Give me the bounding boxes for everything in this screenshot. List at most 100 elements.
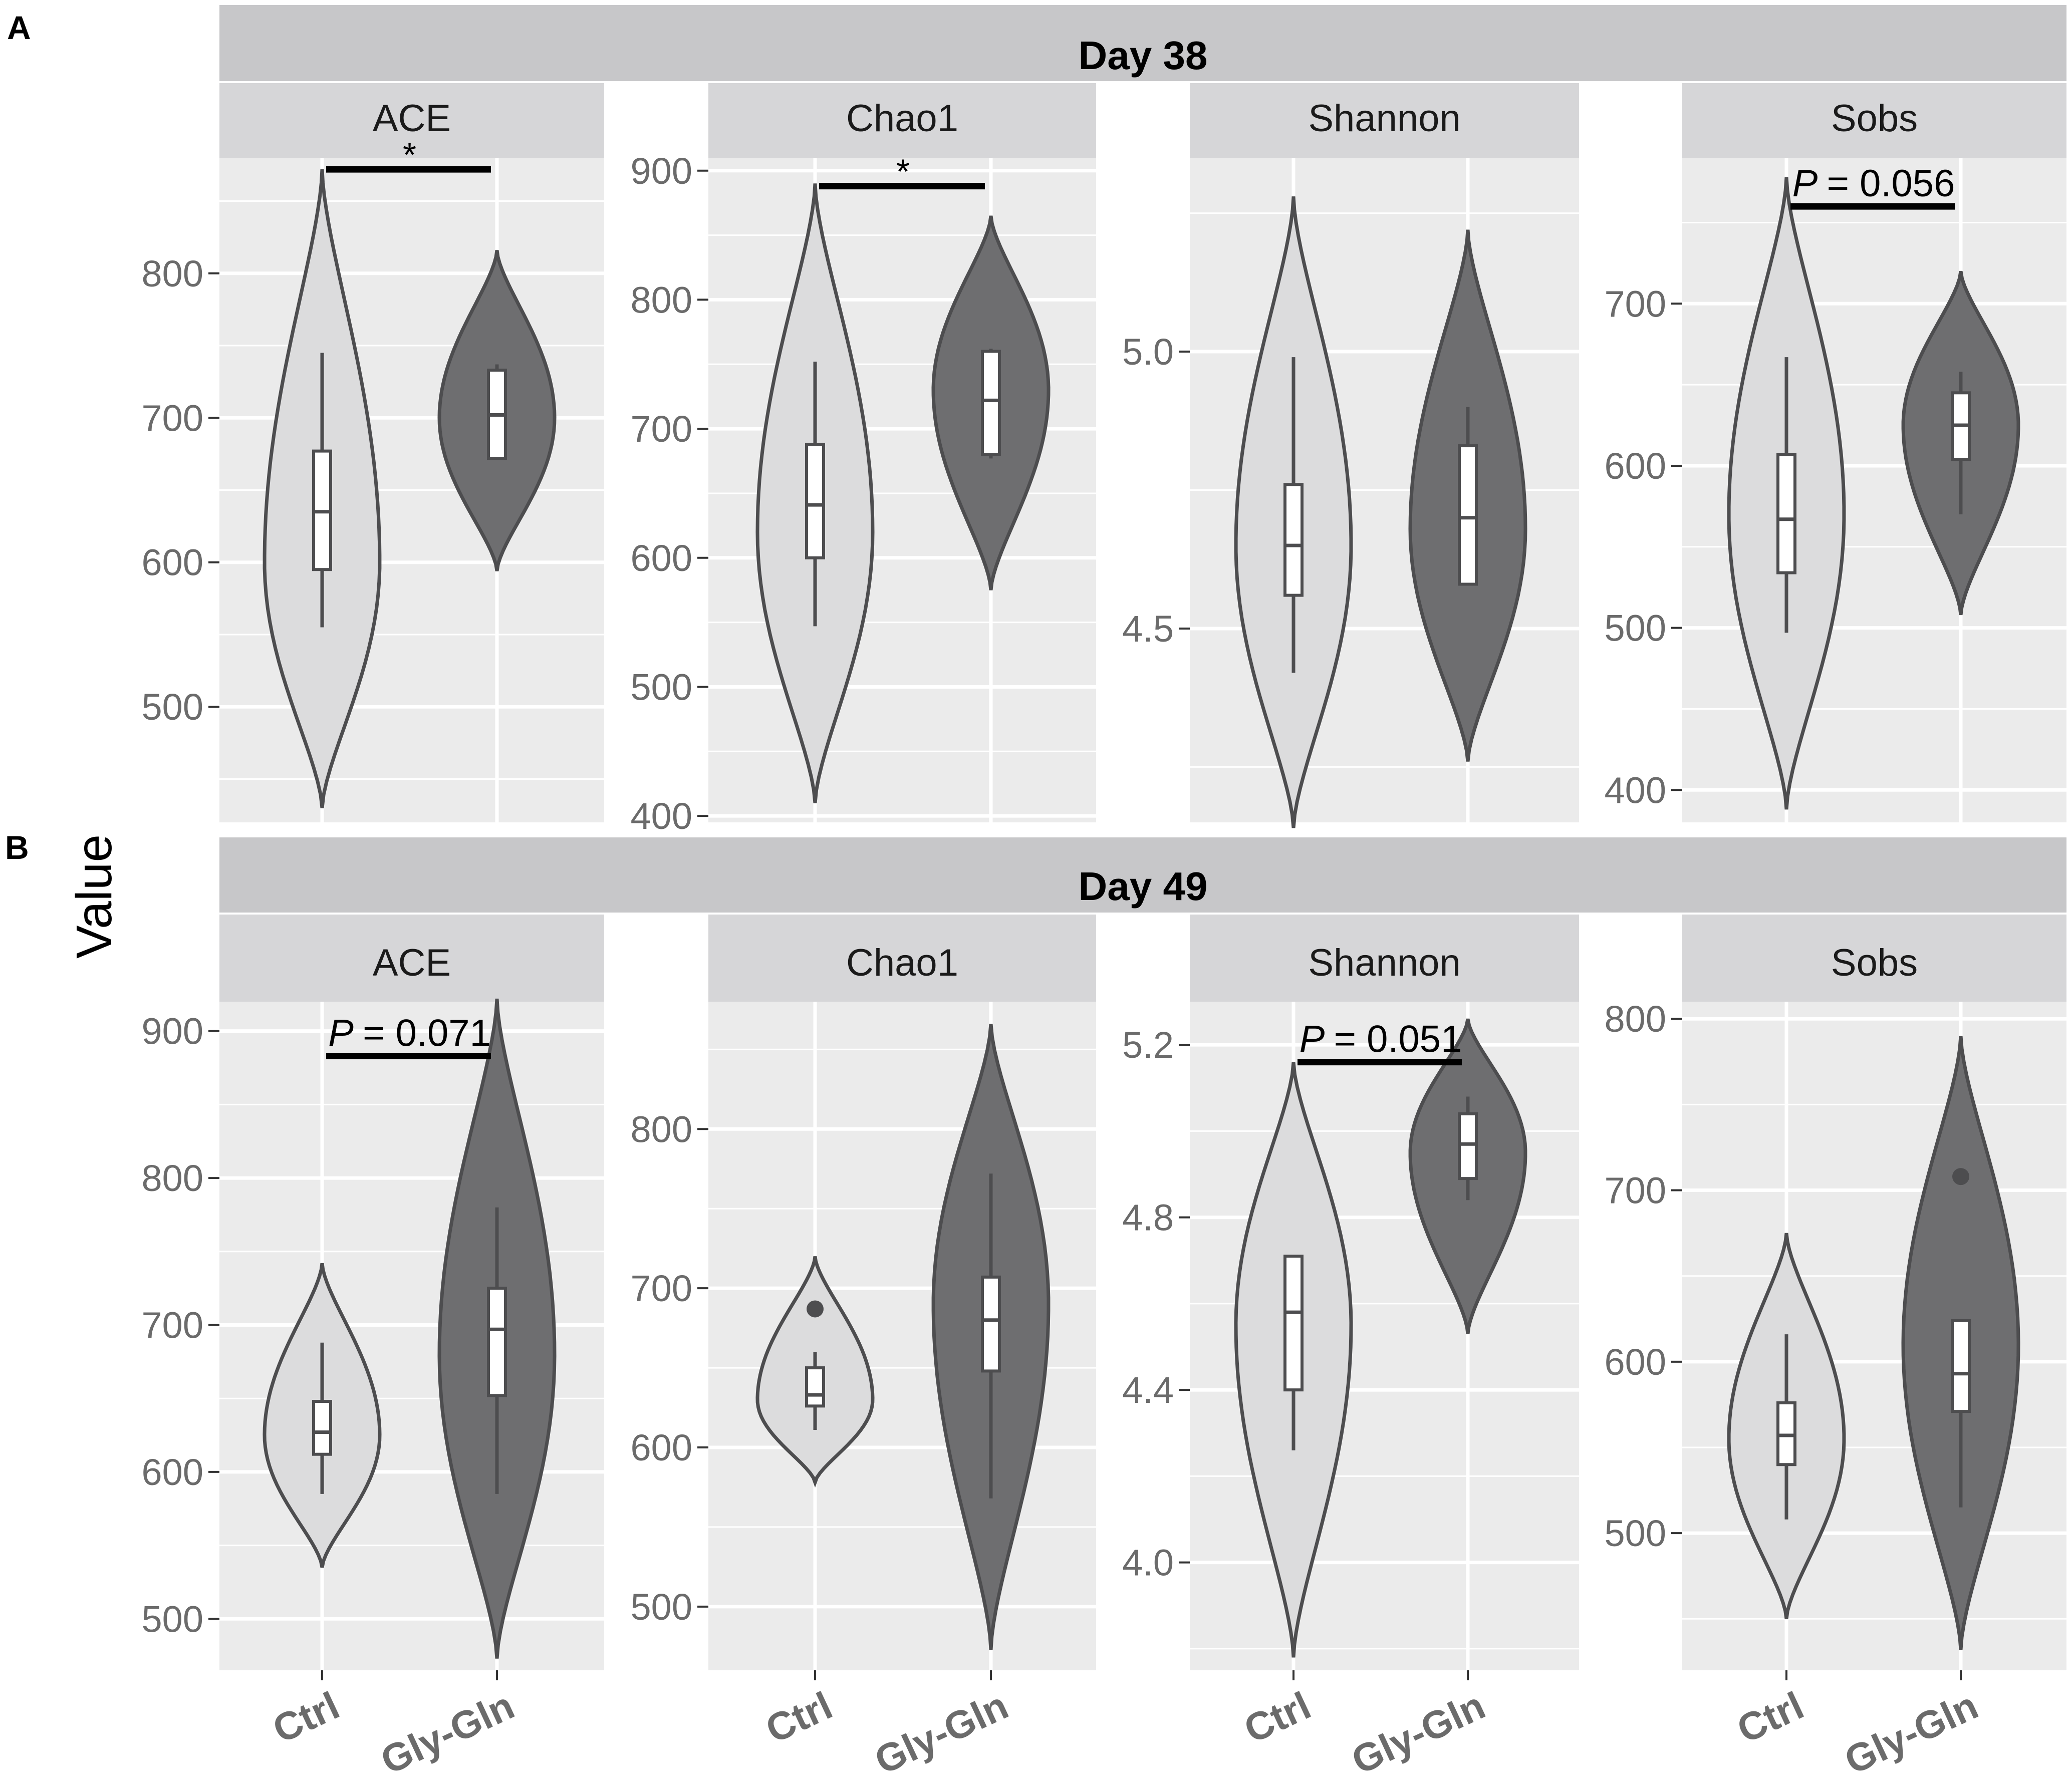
y-tick-label: 900 (142, 1011, 203, 1052)
p-value: = 0.051 (1334, 1018, 1462, 1061)
box (1776, 453, 1796, 574)
outlier-point (1952, 1168, 1969, 1185)
box (1951, 1319, 1971, 1413)
violin-ctrl (263, 169, 382, 808)
facet-chao1: Chao1 500 600 700 800 Ctrl Gly-Gln (631, 915, 1096, 1782)
facet-chao1: Chao1 400 500 600 700 800 900 * (631, 83, 1096, 837)
y-tick-label: 4.5 (1122, 608, 1174, 650)
y-tick-label: 500 (142, 1598, 203, 1640)
p-symbol: P (1300, 1018, 1334, 1061)
panel-b: Day 49 ACE 500 600 700 800 900 P = 0.071 Ctrl Gly… (142, 837, 2066, 1782)
y-tick-label: 800 (142, 1157, 203, 1199)
p-symbol: P (1792, 162, 1827, 205)
y-tick-label: 700 (142, 397, 203, 439)
day-title: Day 49 (1079, 864, 1208, 909)
facet-title: Chao1 (846, 97, 958, 140)
panel-letter-b: B (5, 829, 29, 866)
significance-label: P = 0.051 (1300, 1018, 1462, 1061)
violin-gly-gln (1408, 229, 1527, 762)
facet-strip (219, 83, 604, 158)
box (1458, 1112, 1478, 1180)
violin-ctrl (1234, 196, 1353, 828)
violin-ctrl (263, 1263, 382, 1568)
facet-strip (1682, 83, 2066, 158)
y-tick-label: 600 (142, 1451, 203, 1493)
y-tick-label: 700 (631, 408, 692, 450)
day-strip (219, 5, 2066, 81)
y-tick-label: 5.0 (1122, 331, 1174, 373)
outlier-point (807, 1300, 824, 1318)
y-tick-label: 600 (1605, 445, 1666, 487)
y-tick-label: 700 (142, 1304, 203, 1346)
panel-layer: Day 38 ACE 500 600 700 800 * Chao1 400 500 600 700 8… (142, 5, 2066, 1782)
x-tick-label: Ctrl (1730, 1683, 1810, 1752)
violin-gly-gln (1408, 1018, 1527, 1334)
y-tick-label: 800 (142, 253, 203, 294)
violin-gly-gln (931, 1024, 1051, 1650)
y-tick-label: 600 (142, 542, 203, 583)
box (805, 443, 825, 559)
facet-strip (708, 83, 1096, 158)
y-tick-label: 800 (631, 279, 692, 321)
x-tick-label: Gly-Gln (374, 1683, 521, 1783)
y-tick-label: 500 (1605, 608, 1666, 649)
significance-label: * (896, 152, 910, 191)
y-tick-label: 900 (631, 150, 692, 192)
y-tick-label: 4.8 (1122, 1197, 1174, 1239)
significance-label: P = 0.071 (328, 1012, 491, 1055)
facet-sobs: Sobs 400 500 600 700 P = 0.056 (1605, 83, 2066, 822)
box (1283, 483, 1304, 597)
box (1458, 444, 1478, 586)
box (1283, 1255, 1304, 1392)
facet-strip (1682, 915, 2066, 1002)
day-strip (219, 837, 2066, 913)
violin-gly-gln (437, 998, 557, 1659)
y-tick-label: 5.2 (1122, 1024, 1174, 1066)
box (312, 1400, 332, 1456)
facet-title: ACE (373, 942, 451, 984)
facet-title: Shannon (1308, 942, 1460, 984)
y-tick-label: 700 (1605, 1170, 1666, 1212)
x-tick-label: Gly-Gln (1345, 1683, 1491, 1783)
y-tick-label: 700 (631, 1268, 692, 1309)
y-tick-label: 600 (1605, 1341, 1666, 1383)
violin-ctrl (755, 183, 875, 803)
x-tick-label: Gly-Gln (868, 1683, 1014, 1783)
facet-shannon: Shannon 4.5 5.0 (1122, 83, 1579, 828)
facet-ace: ACE 500 600 700 800 900 P = 0.071 Ctrl Gly-Gln (142, 915, 604, 1782)
y-tick-label: 4.4 (1122, 1369, 1174, 1411)
facet-title: Chao1 (846, 942, 958, 984)
p-value: = 0.056 (1827, 162, 1955, 205)
facet-strip (1190, 915, 1579, 1002)
y-tick-label: 600 (631, 537, 692, 579)
x-tick-label: Gly-Gln (1838, 1683, 1984, 1783)
y-tick-label: 800 (1605, 998, 1666, 1040)
violin-gly-gln (1901, 270, 2020, 616)
facet-title: ACE (373, 97, 451, 140)
y-tick-label: 500 (631, 666, 692, 708)
violin-gly-gln (931, 215, 1051, 590)
y-tick-label: 500 (142, 686, 203, 728)
violin-ctrl (1234, 1062, 1353, 1658)
x-tick-label: Ctrl (1237, 1683, 1317, 1752)
y-tick-label: 400 (1605, 769, 1666, 811)
facet-title: Sobs (1831, 942, 1918, 984)
box (981, 350, 1001, 456)
violin-gly-gln (437, 250, 557, 571)
y-axis-label: Value (66, 834, 122, 959)
box (981, 1275, 1001, 1373)
label-layer: A B Value (5, 9, 122, 959)
violin-ctrl (1727, 1233, 1846, 1619)
facet-strip (1190, 83, 1579, 158)
violin-gly-gln (1901, 1036, 2020, 1650)
p-value: = 0.071 (363, 1012, 491, 1055)
facet-strip (219, 915, 604, 1002)
facet-shannon: Shannon 4.0 4.4 4.8 5.2 P = 0.051 Ctrl Gly-Gln (1122, 915, 1579, 1782)
y-tick-label: 400 (631, 795, 692, 837)
significance-label: P = 0.056 (1792, 162, 1955, 205)
y-tick-label: 500 (1605, 1513, 1666, 1554)
y-tick-label: 500 (631, 1586, 692, 1628)
violin-ctrl (755, 1256, 875, 1488)
facet-ace: ACE 500 600 700 800 * (142, 83, 604, 822)
